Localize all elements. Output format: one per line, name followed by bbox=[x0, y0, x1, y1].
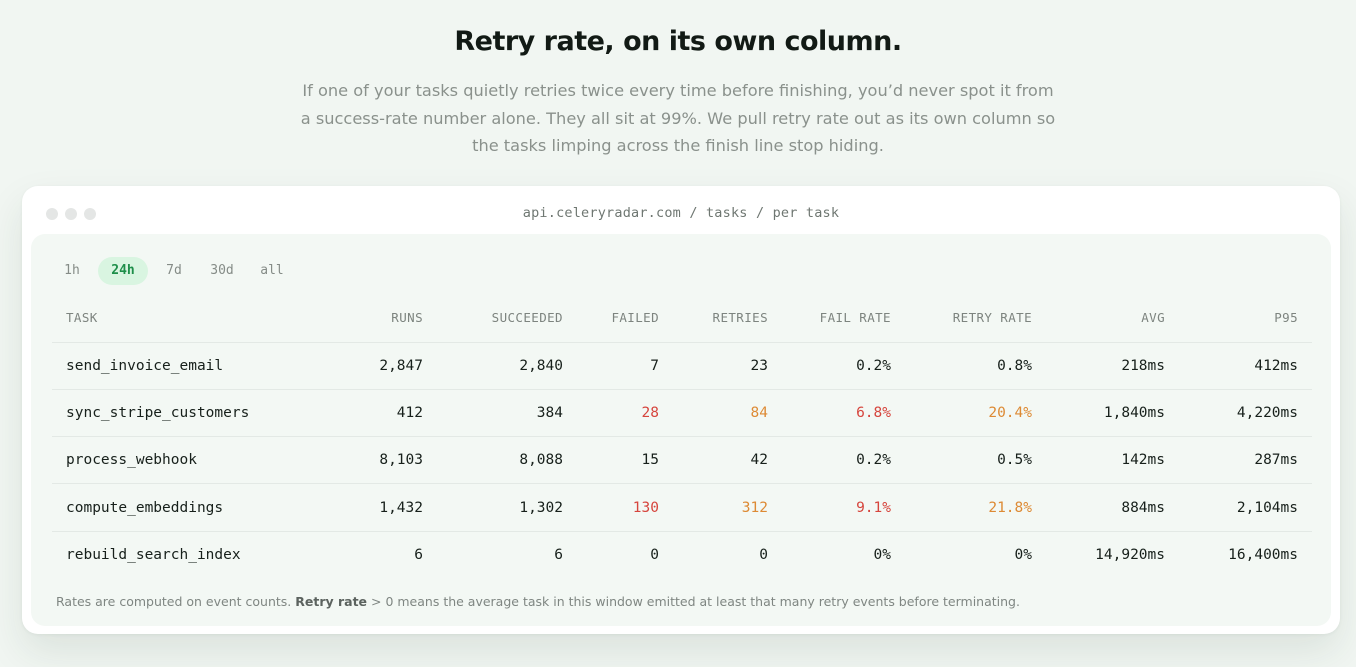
retry-rate-cell: 21.8% bbox=[891, 483, 1032, 532]
window-dot-icon bbox=[65, 208, 77, 220]
avg-cell: 1,840ms bbox=[1032, 389, 1165, 438]
tasks-panel: 1h 24h 7d 30d all TASK RUNS SUCCEEDED FA… bbox=[31, 234, 1331, 626]
footnote-emphasis: Retry rate bbox=[295, 594, 368, 609]
succeeded-cell: 1,302 bbox=[423, 483, 563, 532]
table-row[interactable]: rebuild_search_index 6 6 0 0 0% 0% 14,92… bbox=[52, 531, 1312, 578]
range-1h[interactable]: 1h bbox=[64, 263, 80, 278]
col-header-retry-rate[interactable]: RETRY RATE bbox=[891, 294, 1032, 343]
p95-cell: 16,400ms bbox=[1228, 547, 1298, 564]
col-header-succeeded[interactable]: SUCCEEDED bbox=[423, 294, 563, 343]
table-row[interactable]: process_webhook 8,103 8,088 15 42 0.2% 0… bbox=[52, 436, 1312, 485]
footnote: Rates are computed on event counts. Retr… bbox=[56, 594, 1020, 609]
hero-subtitle: If one of your tasks quietly retries twi… bbox=[300, 81, 1056, 155]
footnote-text: Rates are computed on event counts. bbox=[56, 594, 296, 609]
succeeded-cell: 6 bbox=[554, 547, 563, 564]
table-row[interactable]: send_invoice_email 2,847 2,840 7 23 0.2%… bbox=[52, 342, 1312, 390]
hero-title: Retry rate, on its own column. bbox=[454, 26, 902, 57]
succeeded-cell: 384 bbox=[423, 389, 563, 438]
task-name: send_invoice_email bbox=[52, 342, 278, 390]
address-bar: api.celeryradar.com / tasks / per task bbox=[522, 205, 840, 221]
p95-cell: 287ms bbox=[1165, 436, 1312, 485]
runs-cell: 412 bbox=[278, 389, 423, 438]
runs-cell: 1,432 bbox=[278, 483, 423, 532]
retries-cell: 42 bbox=[659, 436, 768, 485]
table-row[interactable]: compute_embeddings 1,432 1,302 130 312 9… bbox=[52, 483, 1312, 532]
fail-rate-cell: 0% bbox=[873, 547, 891, 564]
browser-window: api.celeryradar.com / tasks / per task 1… bbox=[22, 186, 1340, 634]
task-name: compute_embeddings bbox=[52, 483, 278, 532]
window-dot-icon bbox=[84, 208, 96, 220]
col-header-retries[interactable]: RETRIES bbox=[659, 294, 768, 343]
task-name: sync_stripe_customers bbox=[52, 389, 278, 438]
fail-rate-cell: 6.8% bbox=[768, 389, 891, 438]
fail-rate-cell: 9.1% bbox=[768, 483, 891, 532]
failed-cell: 0 bbox=[650, 547, 659, 564]
col-header-avg[interactable]: AVG bbox=[1032, 294, 1165, 343]
per-task-table: TASK RUNS SUCCEEDED FAILED RETRIES FAIL … bbox=[52, 294, 1312, 578]
avg-cell: 884ms bbox=[1032, 483, 1165, 532]
retries-cell: 0 bbox=[759, 547, 768, 564]
failed-cell: 130 bbox=[563, 483, 659, 532]
avg-cell: 142ms bbox=[1032, 436, 1165, 485]
col-header-p95[interactable]: P95 bbox=[1165, 294, 1312, 343]
p95-cell: 4,220ms bbox=[1165, 389, 1312, 438]
retry-rate-cell: 20.4% bbox=[891, 389, 1032, 438]
time-range-selector: 1h 24h 7d 30d all bbox=[52, 257, 294, 285]
p95-cell: 2,104ms bbox=[1165, 483, 1312, 532]
col-header-task[interactable]: TASK bbox=[52, 294, 278, 343]
runs-cell: 6 bbox=[414, 547, 423, 564]
window-dot-icon bbox=[46, 208, 58, 220]
table-header-row: TASK RUNS SUCCEEDED FAILED RETRIES FAIL … bbox=[52, 294, 1312, 343]
task-name: process_webhook bbox=[52, 436, 278, 485]
succeeded-cell: 8,088 bbox=[423, 436, 563, 485]
col-header-runs[interactable]: RUNS bbox=[278, 294, 423, 343]
retry-rate-cell: 0.8% bbox=[891, 342, 1032, 390]
failed-cell: 7 bbox=[563, 342, 659, 390]
retry-rate-cell: 0% bbox=[1014, 547, 1032, 564]
range-all[interactable]: all bbox=[260, 263, 284, 278]
avg-cell: 14,920ms bbox=[1095, 547, 1165, 564]
fail-rate-cell: 0.2% bbox=[768, 436, 891, 485]
range-7d[interactable]: 7d bbox=[166, 263, 182, 278]
retries-cell: 84 bbox=[659, 389, 768, 438]
failed-cell: 15 bbox=[563, 436, 659, 485]
succeeded-cell: 2,840 bbox=[423, 342, 563, 390]
task-name: rebuild_search_index bbox=[66, 547, 241, 564]
p95-cell: 412ms bbox=[1165, 342, 1312, 390]
failed-cell: 28 bbox=[563, 389, 659, 438]
col-header-fail-rate[interactable]: FAIL RATE bbox=[768, 294, 891, 343]
col-header-failed[interactable]: FAILED bbox=[563, 294, 659, 343]
runs-cell: 8,103 bbox=[278, 436, 423, 485]
avg-cell: 218ms bbox=[1032, 342, 1165, 390]
fail-rate-cell: 0.2% bbox=[768, 342, 891, 390]
window-controls bbox=[46, 208, 96, 220]
runs-cell: 2,847 bbox=[278, 342, 423, 390]
footnote-text: > 0 means the average task in this windo… bbox=[367, 594, 1020, 609]
retries-cell: 312 bbox=[659, 483, 768, 532]
table-row[interactable]: sync_stripe_customers 412 384 28 84 6.8%… bbox=[52, 389, 1312, 438]
retries-cell: 23 bbox=[659, 342, 768, 390]
range-24h[interactable]: 24h bbox=[98, 257, 148, 285]
range-30d[interactable]: 30d bbox=[210, 263, 234, 278]
retry-rate-cell: 0.5% bbox=[891, 436, 1032, 485]
